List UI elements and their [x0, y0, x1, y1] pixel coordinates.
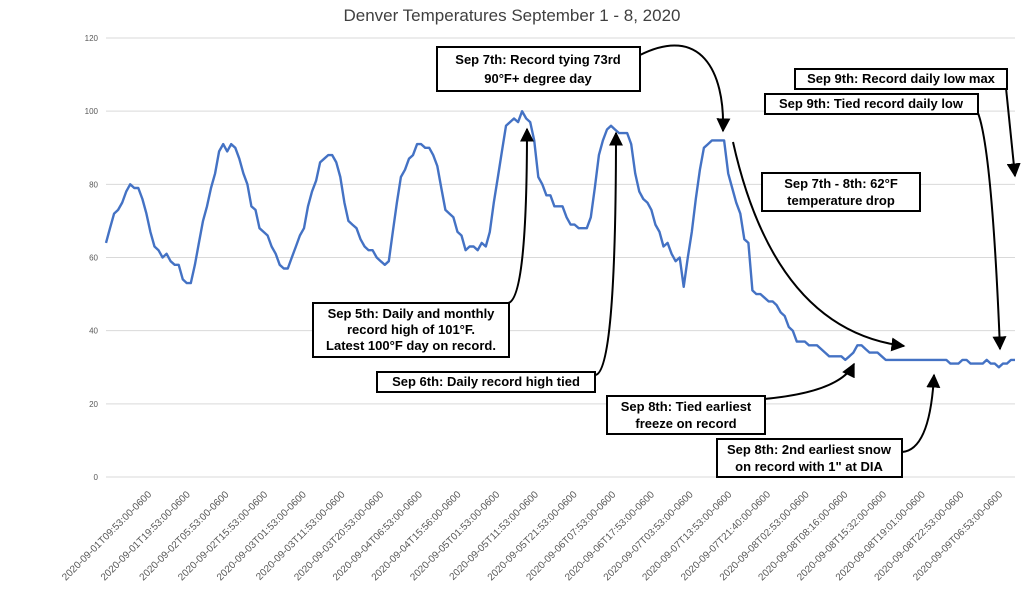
- annotation-temp-drop: Sep 7th - 8th: 62°F temperature drop: [761, 172, 921, 212]
- annotation-sep5-record: Sep 5th: Daily and monthly record high o…: [312, 302, 510, 358]
- arrow-sep9-tied-low: [977, 112, 1007, 351]
- y-tick-label: 60: [89, 254, 98, 263]
- annotation-sep8-snow: Sep 8th: 2nd earliest snow on record wit…: [716, 438, 903, 478]
- annotation-text: Latest 100°F day on record.: [326, 338, 496, 353]
- arrow-temp-drop: [732, 141, 906, 352]
- arrow-sep6-tied: [594, 131, 623, 376]
- series-layer: [104, 110, 1015, 369]
- annotation-sep7-record: Sep 7th: Record tying 73rd 90°F+ degree …: [436, 46, 641, 92]
- annotation-text: record high of 101°F.: [347, 322, 475, 337]
- y-tick-label: 120: [85, 34, 99, 43]
- annotation-text: Sep 8th: 2nd earliest snow: [727, 442, 892, 457]
- annotation-text: 90°F+ degree day: [484, 71, 592, 86]
- annotation-arrows: [507, 44, 1021, 453]
- annotation-sep9-tied-low: Sep 9th: Tied record daily low: [764, 93, 979, 115]
- y-tick-label: 100: [85, 107, 99, 116]
- annotation-sep8-freeze: Sep 8th: Tied earliest freeze on record: [606, 395, 766, 435]
- chart-title: Denver Temperatures September 1 - 8, 202…: [343, 6, 681, 25]
- temperature-line: [104, 110, 1015, 369]
- annotation-text: freeze on record: [635, 416, 736, 431]
- y-axis: 0 20 40 60 80 100 120: [85, 34, 99, 482]
- annotation-text: Sep 7th: Record tying 73rd: [455, 52, 620, 67]
- annotation-text: Sep 8th: Tied earliest: [621, 399, 752, 414]
- annotation-text: Sep 5th: Daily and monthly: [328, 306, 496, 321]
- arrow-sep5-record: [507, 127, 534, 304]
- annotations: Sep 7th: Record tying 73rd 90°F+ degree …: [312, 46, 1008, 478]
- arrow-sep8-snow: [901, 373, 941, 453]
- annotation-sep6-tied: Sep 6th: Daily record high tied: [376, 371, 596, 393]
- annotation-text: Sep 6th: Daily record high tied: [392, 374, 580, 389]
- annotation-text: Sep 9th: Tied record daily low: [779, 96, 964, 111]
- y-tick-label: 40: [89, 327, 98, 336]
- annotation-text: temperature drop: [787, 193, 895, 208]
- y-tick-label: 20: [89, 400, 98, 409]
- y-tick-label: 80: [89, 180, 98, 189]
- arrow-sep7-record: [639, 44, 731, 133]
- annotation-text: Sep 7th - 8th: 62°F: [784, 176, 898, 191]
- y-tick-label: 0: [94, 473, 99, 482]
- annotation-text: on record with 1" at DIA: [735, 459, 883, 474]
- annotation-text: Sep 9th: Record daily low max: [807, 71, 996, 86]
- x-axis: 2020-09-01T09:53:00-06002020-09-01T19:53…: [60, 489, 1005, 583]
- arrow-sep9-low-max: [1005, 87, 1021, 178]
- arrow-sep8-freeze: [763, 362, 855, 400]
- annotation-sep9-low-max: Sep 9th: Record daily low max: [794, 68, 1008, 90]
